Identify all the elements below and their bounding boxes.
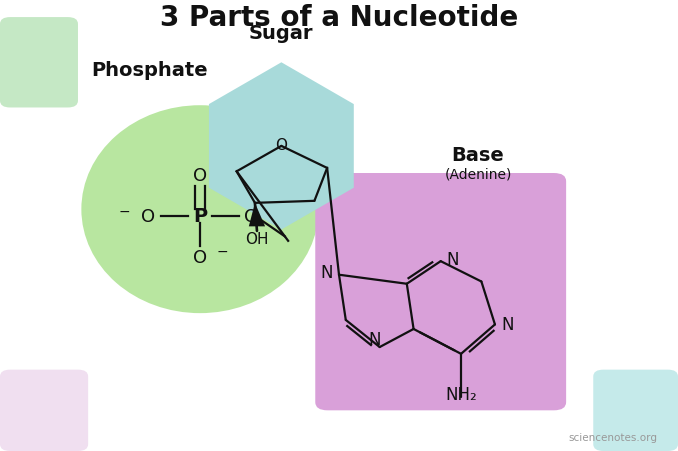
Text: OH: OH — [245, 231, 268, 246]
Polygon shape — [249, 203, 265, 227]
Text: −: − — [216, 244, 228, 258]
Text: N: N — [321, 264, 333, 282]
Text: Base: Base — [452, 146, 504, 165]
FancyBboxPatch shape — [0, 18, 78, 108]
Text: N: N — [368, 330, 380, 348]
Text: O: O — [141, 207, 155, 226]
Text: 3 Parts of a Nucleotide: 3 Parts of a Nucleotide — [160, 4, 518, 32]
Text: O: O — [193, 167, 207, 185]
Text: N: N — [501, 316, 513, 334]
Text: −: − — [119, 204, 130, 218]
Text: (Adenine): (Adenine) — [444, 167, 512, 180]
Text: Phosphate: Phosphate — [91, 60, 207, 79]
Text: O: O — [244, 207, 258, 226]
FancyBboxPatch shape — [315, 174, 566, 410]
Text: N: N — [447, 250, 459, 268]
Text: NH₂: NH₂ — [445, 386, 477, 404]
FancyBboxPatch shape — [0, 370, 88, 451]
Ellipse shape — [81, 106, 319, 313]
Text: O: O — [275, 138, 287, 153]
Text: O: O — [193, 248, 207, 266]
Polygon shape — [209, 63, 354, 230]
Text: Sugar: Sugar — [249, 24, 314, 43]
FancyBboxPatch shape — [593, 370, 678, 451]
Text: P: P — [193, 207, 207, 226]
Text: sciencenotes.org: sciencenotes.org — [569, 432, 658, 442]
